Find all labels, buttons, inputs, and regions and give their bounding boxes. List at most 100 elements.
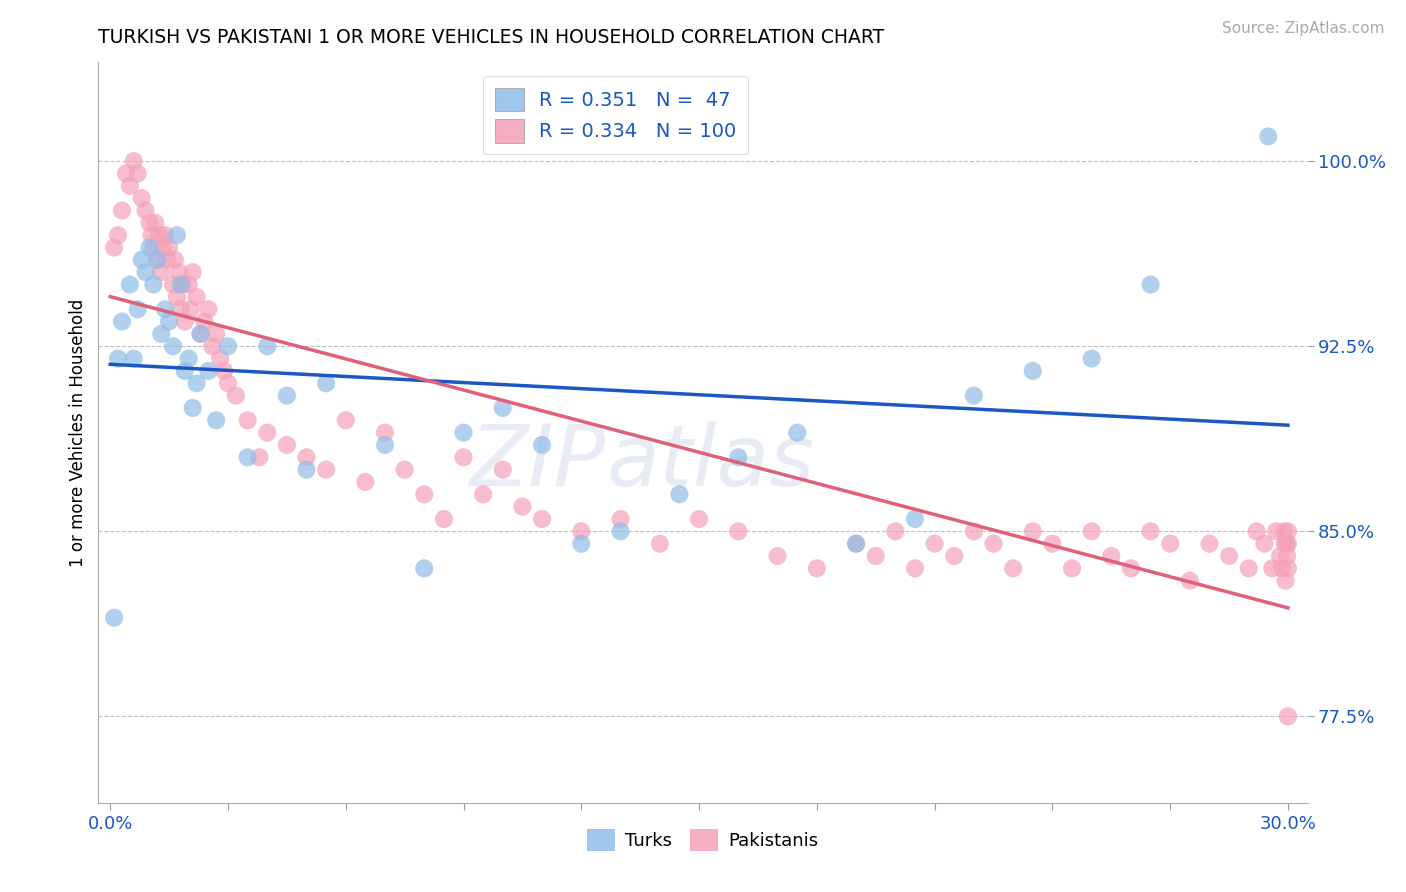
Point bbox=[276, 388, 298, 402]
Point bbox=[107, 351, 129, 366]
Point bbox=[1265, 524, 1288, 539]
Point bbox=[190, 326, 212, 341]
Point bbox=[150, 326, 173, 341]
Point bbox=[609, 512, 631, 526]
Point bbox=[1246, 524, 1268, 539]
Point bbox=[236, 413, 259, 427]
Point bbox=[1257, 129, 1279, 144]
Point bbox=[1022, 524, 1045, 539]
Point bbox=[190, 326, 212, 341]
Point bbox=[1099, 549, 1122, 563]
Point bbox=[1042, 536, 1064, 550]
Point bbox=[247, 450, 270, 465]
Point bbox=[146, 252, 169, 267]
Point bbox=[295, 450, 318, 465]
Point bbox=[1178, 574, 1201, 588]
Point bbox=[492, 462, 515, 476]
Point bbox=[148, 228, 170, 243]
Point bbox=[173, 314, 195, 328]
Point bbox=[127, 166, 149, 180]
Point bbox=[138, 216, 160, 230]
Point bbox=[1060, 561, 1083, 575]
Point bbox=[806, 561, 828, 575]
Point bbox=[1002, 561, 1025, 575]
Point bbox=[1277, 709, 1299, 723]
Point bbox=[472, 487, 495, 501]
Point bbox=[186, 290, 208, 304]
Point bbox=[413, 561, 436, 575]
Point bbox=[512, 500, 534, 514]
Point bbox=[162, 277, 184, 292]
Point bbox=[146, 252, 169, 267]
Point bbox=[276, 438, 298, 452]
Point bbox=[865, 549, 887, 563]
Point bbox=[205, 326, 228, 341]
Point bbox=[142, 277, 165, 292]
Point bbox=[141, 228, 163, 243]
Point bbox=[225, 388, 247, 402]
Point bbox=[131, 191, 153, 205]
Point bbox=[1268, 549, 1291, 563]
Point bbox=[1139, 277, 1161, 292]
Point bbox=[172, 277, 194, 292]
Point bbox=[786, 425, 808, 440]
Legend: Turks, Pakistanis: Turks, Pakistanis bbox=[578, 821, 828, 861]
Point bbox=[142, 240, 165, 254]
Point bbox=[209, 351, 232, 366]
Point bbox=[727, 524, 749, 539]
Point bbox=[1274, 536, 1296, 550]
Point bbox=[166, 228, 188, 243]
Point bbox=[127, 302, 149, 317]
Point bbox=[453, 425, 475, 440]
Text: atlas: atlas bbox=[606, 421, 814, 504]
Point bbox=[201, 339, 224, 353]
Point bbox=[1022, 364, 1045, 378]
Point bbox=[727, 450, 749, 465]
Point bbox=[1218, 549, 1240, 563]
Point bbox=[1261, 561, 1284, 575]
Point bbox=[1080, 524, 1102, 539]
Point bbox=[256, 339, 278, 353]
Point bbox=[131, 252, 153, 267]
Text: ZIP: ZIP bbox=[470, 421, 606, 504]
Point bbox=[103, 610, 125, 624]
Point bbox=[111, 314, 134, 328]
Point bbox=[453, 450, 475, 465]
Point bbox=[963, 388, 986, 402]
Point bbox=[766, 549, 789, 563]
Point bbox=[1274, 574, 1296, 588]
Point bbox=[845, 536, 868, 550]
Point bbox=[256, 425, 278, 440]
Point bbox=[315, 462, 337, 476]
Point bbox=[122, 351, 145, 366]
Text: Source: ZipAtlas.com: Source: ZipAtlas.com bbox=[1222, 21, 1385, 37]
Point bbox=[688, 512, 710, 526]
Point bbox=[197, 364, 219, 378]
Point bbox=[197, 302, 219, 317]
Point bbox=[1277, 524, 1299, 539]
Point bbox=[295, 462, 318, 476]
Point bbox=[1272, 524, 1295, 539]
Point bbox=[1275, 549, 1298, 563]
Point bbox=[569, 536, 592, 550]
Point bbox=[177, 277, 200, 292]
Point bbox=[162, 339, 184, 353]
Point bbox=[143, 216, 166, 230]
Point bbox=[177, 351, 200, 366]
Point bbox=[315, 376, 337, 391]
Text: TURKISH VS PAKISTANI 1 OR MORE VEHICLES IN HOUSEHOLD CORRELATION CHART: TURKISH VS PAKISTANI 1 OR MORE VEHICLES … bbox=[98, 28, 884, 47]
Point bbox=[153, 302, 176, 317]
Point bbox=[122, 154, 145, 169]
Point bbox=[413, 487, 436, 501]
Point bbox=[156, 252, 179, 267]
Point bbox=[983, 536, 1005, 550]
Point bbox=[135, 265, 157, 279]
Point bbox=[236, 450, 259, 465]
Point bbox=[963, 524, 986, 539]
Point bbox=[884, 524, 907, 539]
Point bbox=[1277, 561, 1299, 575]
Point bbox=[1275, 536, 1298, 550]
Point bbox=[205, 413, 228, 427]
Point bbox=[1271, 561, 1294, 575]
Point bbox=[609, 524, 631, 539]
